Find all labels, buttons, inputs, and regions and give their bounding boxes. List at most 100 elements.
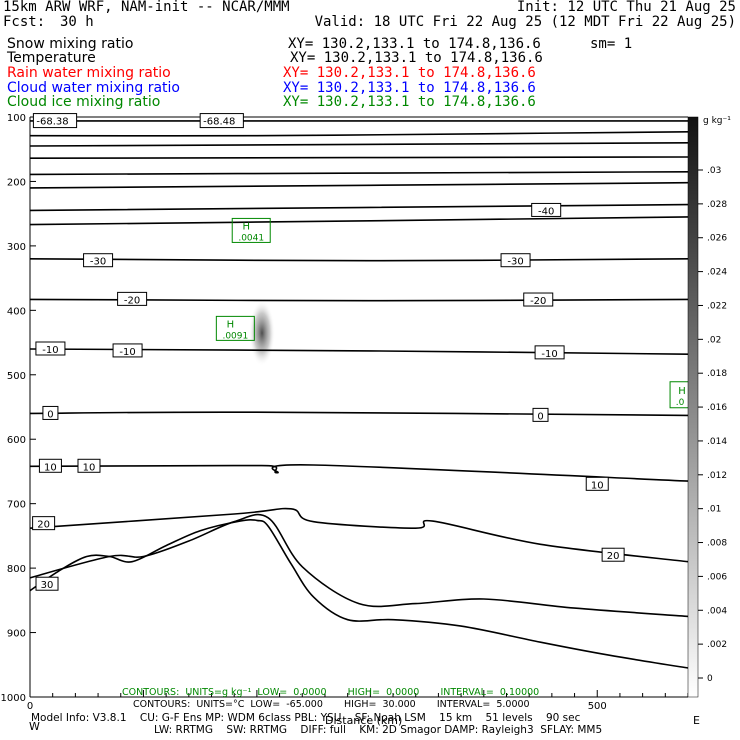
colorbar: g kg⁻¹ .03 .028 .026 .024 .022 .02 .018 .016 .01… bbox=[687, 116, 731, 698]
isotherm-label: -40 bbox=[538, 206, 554, 217]
isotherm-lines bbox=[29, 120, 689, 618]
field-cloudwater-xy: XY= 130.2,133.1 to 174.8,136.6 bbox=[283, 80, 536, 96]
field-cloudwater-name: Cloud water mixing ratio bbox=[7, 80, 180, 96]
isotherm-label-box bbox=[35, 576, 59, 591]
isotherm-label-box bbox=[112, 343, 143, 358]
isotherm-label-box bbox=[83, 253, 114, 268]
colorbar-tick-label: .012 bbox=[707, 471, 727, 481]
isotherm-label: -20 bbox=[124, 295, 140, 306]
y-tick-label: 200 bbox=[7, 177, 26, 188]
colorbar-tick-label: .026 bbox=[707, 234, 727, 244]
isotherm-label-box bbox=[42, 405, 59, 420]
isotherm-label: -10 bbox=[119, 347, 135, 358]
isotherm-line bbox=[29, 507, 689, 563]
field-rain-xy: XY= 130.2,133.1 to 174.8,136.6 bbox=[283, 65, 536, 81]
colorbar-tick-label: .022 bbox=[707, 301, 727, 311]
colorbar-tick-label: .004 bbox=[707, 606, 727, 616]
terrain-profile bbox=[29, 518, 689, 669]
colorbar-tick-label: .014 bbox=[707, 437, 727, 447]
edge-ice-value: .0 bbox=[676, 398, 685, 408]
contour-extreme-label: -68.48 bbox=[203, 117, 235, 128]
isotherm-line bbox=[29, 298, 689, 302]
isotherm-line bbox=[29, 464, 689, 482]
y-tick-label: 700 bbox=[7, 500, 26, 511]
field-snow-smoothing: sm= 1 bbox=[590, 36, 633, 52]
isotherm-labels: -40 -30 -30 -20 -20 -10 -10 -10 0 0 10 10 10 20 20 30 bbox=[32, 202, 625, 591]
model-info-line2: LW: RRTMG SW: RRTMG DIFF: full KM: 2D Sm… bbox=[154, 724, 602, 736]
x-axis-title: Distance (km) bbox=[325, 714, 402, 727]
field-cloudice-xy: XY= 130.2,133.1 to 174.8,136.6 bbox=[283, 94, 536, 110]
isotherm-line bbox=[29, 216, 689, 226]
colorbar-tick-label: .024 bbox=[707, 268, 727, 278]
forecast-hour: 30 h bbox=[60, 14, 94, 30]
contour-extreme-labels: -68.38 -68.48 bbox=[32, 113, 244, 129]
init-time: Init: 12 UTC Thu 21 Aug 25 bbox=[516, 0, 736, 15]
contour-extreme-label: -68.38 bbox=[36, 117, 68, 128]
cloud-ice-shading bbox=[249, 300, 275, 366]
y-tick-label: 500 bbox=[7, 371, 26, 382]
east-marker: E bbox=[693, 714, 700, 727]
isotherm-line bbox=[29, 131, 689, 137]
colorbar-tick-label: .018 bbox=[707, 369, 727, 379]
colorbar-tick-label: .03 bbox=[707, 166, 721, 176]
field-snow-name: Snow mixing ratio bbox=[7, 36, 134, 52]
isotherm-label-box bbox=[532, 407, 549, 422]
colorbar-tick-label: .006 bbox=[707, 572, 727, 582]
isotherm-label-box bbox=[77, 458, 101, 473]
isotherm-label-box bbox=[523, 292, 554, 307]
isotherm-label: -30 bbox=[90, 257, 106, 268]
isotherm-label-box bbox=[500, 253, 531, 268]
contour-extreme-box bbox=[32, 113, 78, 129]
contours-green-info: CONTOURS: UNITS=g kg⁻¹ LOW= 0.0000 HIGH=… bbox=[122, 687, 539, 698]
colorbar-tick-label: .028 bbox=[707, 200, 727, 210]
isotherm-label-box bbox=[35, 341, 66, 356]
colorbar-ticks: .03 .028 .026 .024 .022 .02 .018 .016 .014 .012 .0… bbox=[698, 166, 727, 684]
isotherm-label: 10 bbox=[591, 480, 604, 491]
isotherm-line bbox=[29, 513, 689, 618]
y-tick-label: 1000 bbox=[1, 693, 26, 704]
isotherm-label-box bbox=[534, 345, 565, 360]
colorbar-tick-label: .002 bbox=[707, 640, 727, 650]
field-temperature-name: Temperature bbox=[7, 50, 96, 66]
isotherm-label: 0 bbox=[47, 409, 53, 420]
isotherm-label: 20 bbox=[607, 551, 620, 562]
field-temperature-xy: XY= 130.2,133.1 to 174.8,136.6 bbox=[290, 50, 543, 66]
model-title: 15km ARW WRF, NAM-init -- NCAR/MMM bbox=[3, 0, 290, 15]
terrain-line bbox=[29, 518, 689, 669]
west-marker: W bbox=[29, 720, 40, 733]
isotherm-label: -20 bbox=[530, 296, 546, 307]
isotherm-line bbox=[29, 348, 689, 355]
x-tick-label: 500 bbox=[588, 701, 607, 712]
plot-frame bbox=[29, 116, 688, 698]
y-tick-label: 100 bbox=[7, 113, 26, 124]
ice-max-value: .0091 bbox=[222, 331, 248, 341]
isotherm-label: -30 bbox=[507, 257, 523, 268]
y-tick-label: 900 bbox=[7, 629, 26, 640]
contour-extreme-box bbox=[199, 113, 244, 129]
isotherm-label-box bbox=[38, 458, 62, 473]
ice-max-box bbox=[231, 217, 271, 243]
colorbar-tick-label: 0 bbox=[707, 674, 713, 684]
isotherm-label: 10 bbox=[83, 462, 96, 473]
ice-max-value: .0041 bbox=[238, 233, 264, 243]
ice-max-letter: H bbox=[242, 221, 250, 232]
ice-max-box bbox=[215, 315, 255, 341]
colorbar-unit: g kg⁻¹ bbox=[703, 116, 731, 126]
isotherm-label-box bbox=[531, 202, 562, 217]
model-info-line1: Model Info: V3.8.1 CU: G-F Ens MP: WDM 6… bbox=[31, 712, 581, 724]
colorbar-tick-label: .016 bbox=[707, 403, 727, 413]
field-cloudice-name: Cloud ice mixing ratio bbox=[7, 94, 161, 110]
colorbar-tick-label: .02 bbox=[707, 335, 721, 345]
x-tick-label: 0 bbox=[27, 701, 33, 712]
isotherm-label: 10 bbox=[44, 462, 57, 473]
isotherm-line bbox=[29, 203, 689, 212]
isotherm-label: 20 bbox=[37, 520, 50, 531]
valid-time: Valid: 18 UTC Fri 22 Aug 25 (12 MDT Fri … bbox=[314, 14, 736, 30]
isotherm-label-box bbox=[117, 291, 148, 306]
colorbar-ramp bbox=[687, 116, 699, 698]
y-tick-label: 300 bbox=[7, 242, 26, 253]
colorbar-tick-label: .01 bbox=[707, 505, 721, 515]
isotherm-line bbox=[29, 258, 689, 262]
